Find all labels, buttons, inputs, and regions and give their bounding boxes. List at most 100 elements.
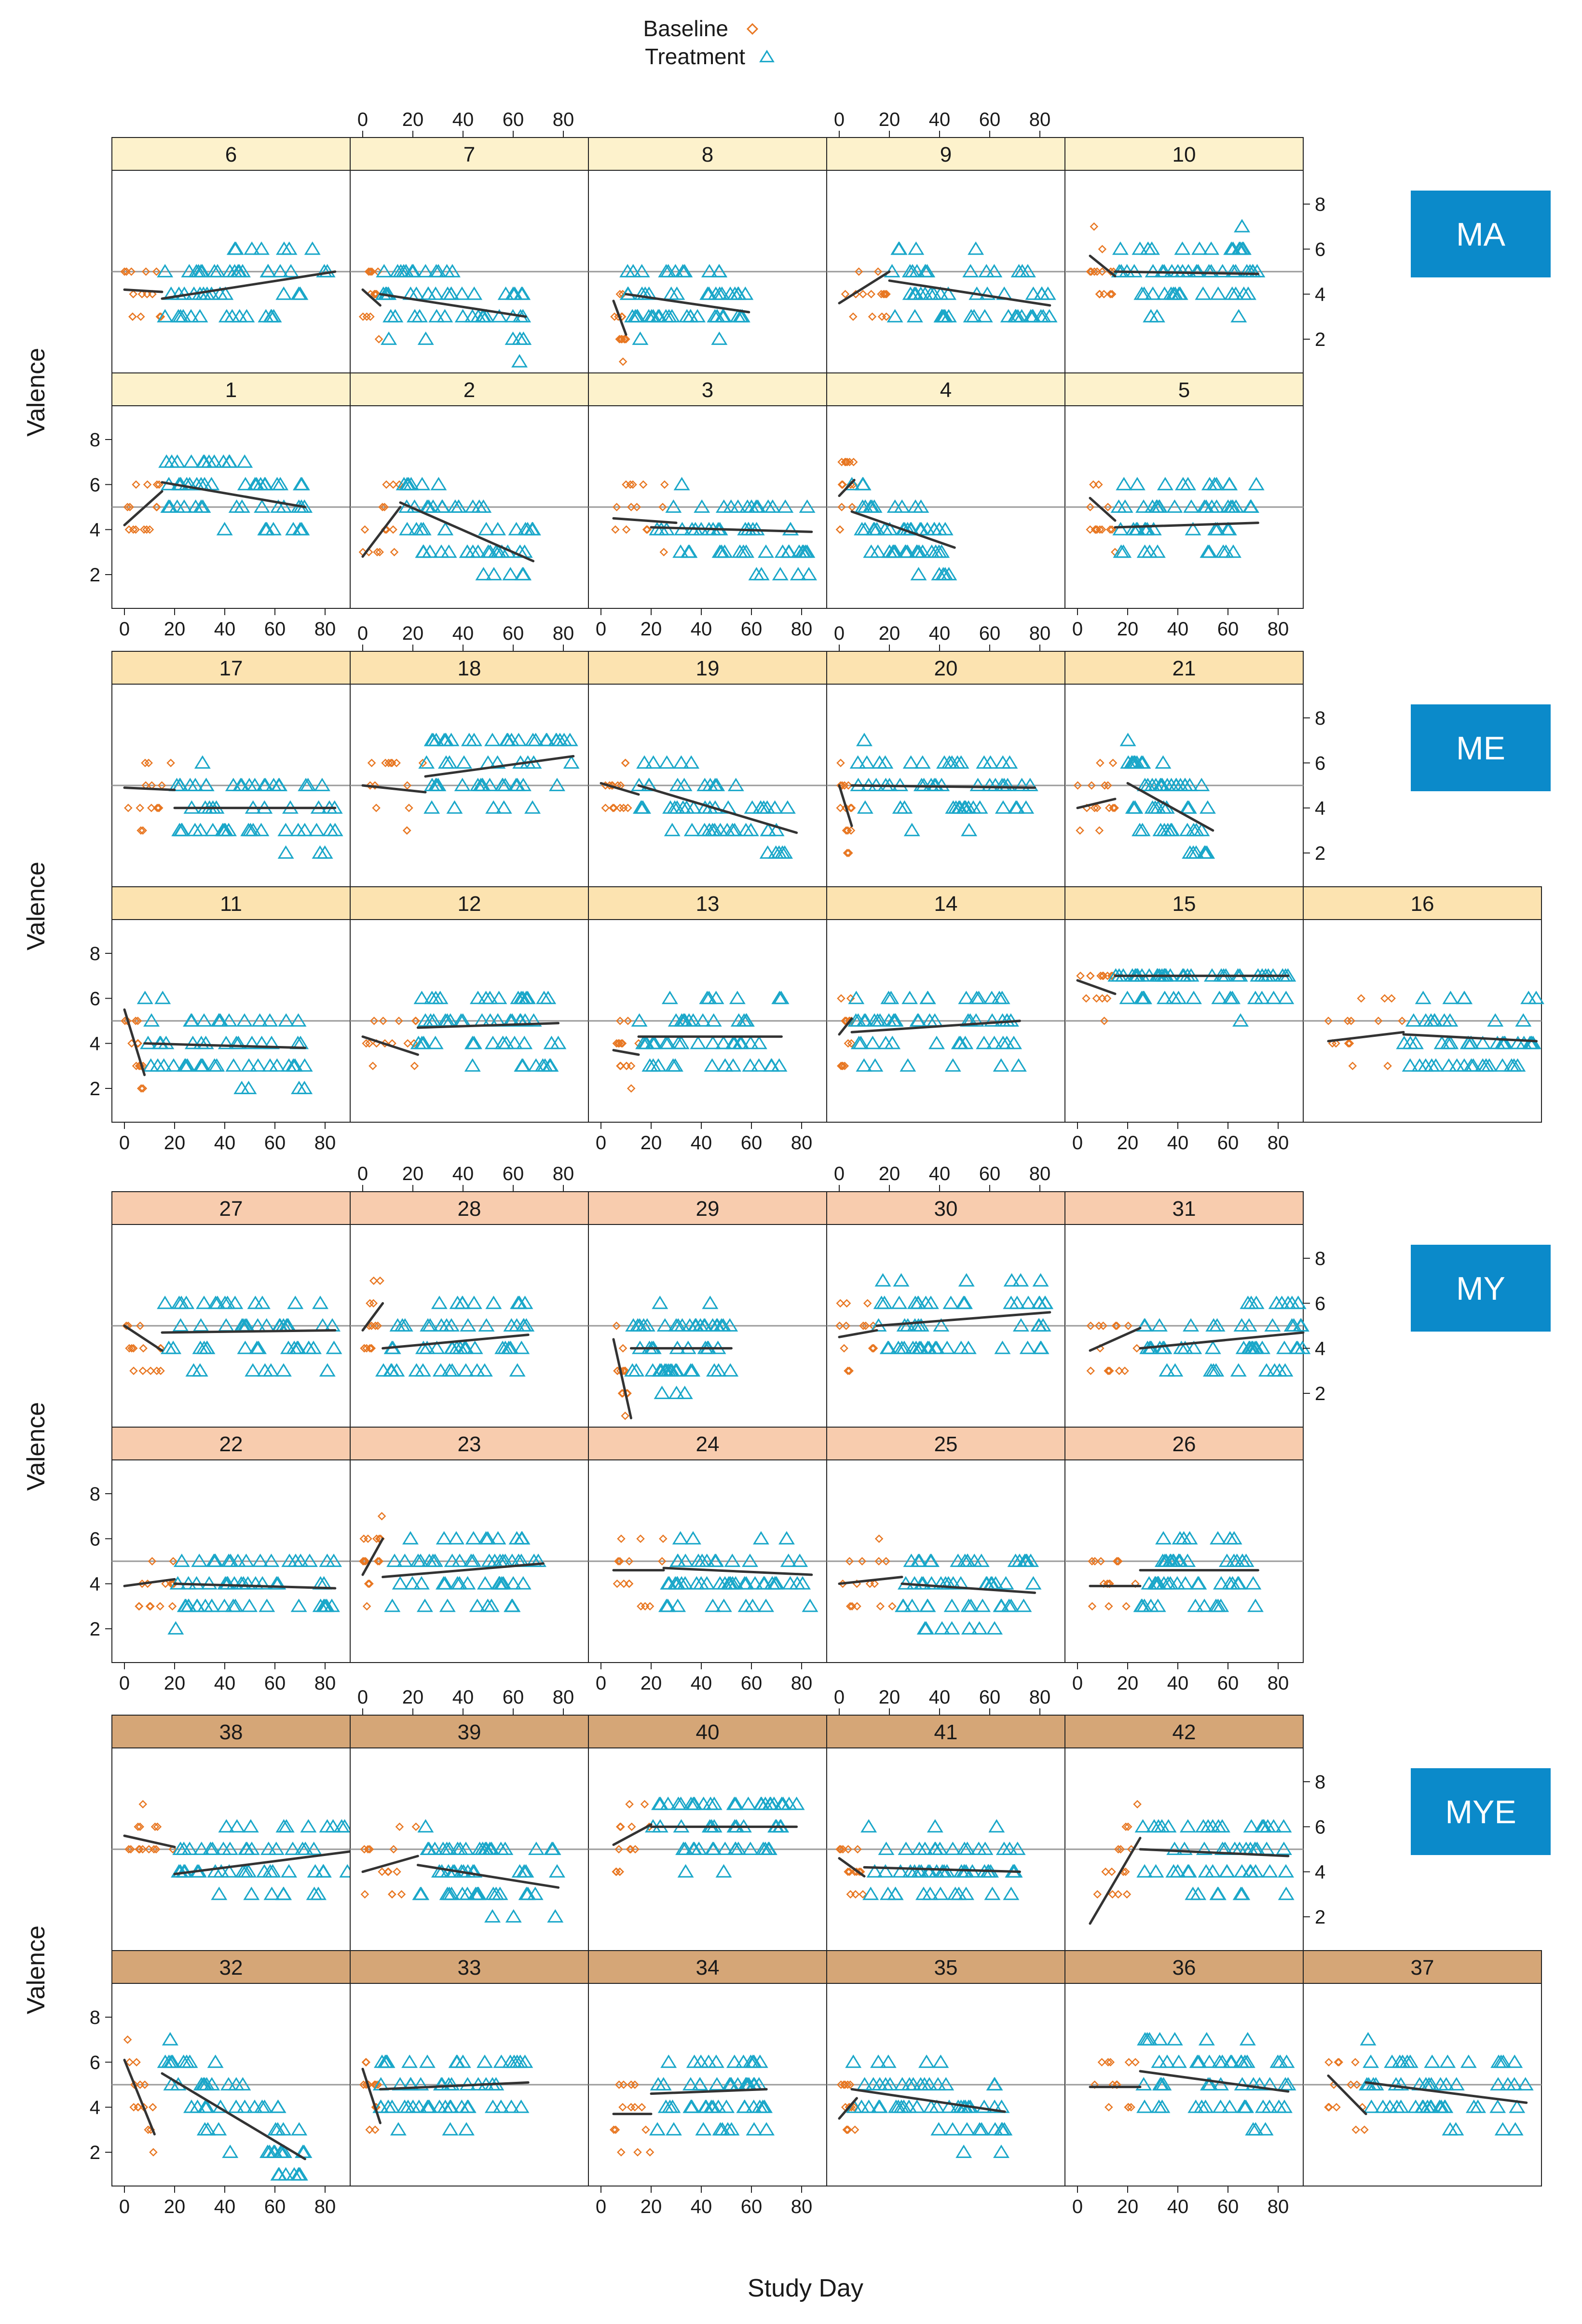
treatment-point: [525, 1013, 542, 1027]
baseline-point: [156, 1602, 164, 1611]
baseline-point: [1332, 2103, 1341, 2112]
group-label-ma: MA: [1456, 216, 1506, 253]
treatment-point: [544, 1842, 560, 1855]
treatment-point: [683, 755, 700, 769]
baseline-point: [139, 525, 149, 534]
treatment-point: [504, 1598, 520, 1612]
treatment-point: [207, 2054, 224, 2068]
treatment-point: [1129, 477, 1146, 491]
treatment-point: [1258, 1363, 1275, 1377]
panel-subject-5: 5: [1064, 372, 1304, 609]
strip-28: [350, 1191, 589, 1225]
treatment-point: [1018, 800, 1035, 814]
baseline-trend-line: [1089, 1837, 1142, 1925]
treatment-point: [414, 1363, 431, 1377]
treatment-point: [902, 755, 919, 769]
treatment-point: [699, 286, 716, 300]
baseline-point: [142, 525, 151, 534]
treatment-point: [935, 309, 952, 323]
baseline-point: [842, 1299, 851, 1308]
baseline-point: [1088, 1602, 1097, 1611]
treatment-point: [437, 732, 454, 746]
baseline-point: [876, 1602, 885, 1611]
treatment-point: [477, 2054, 493, 2068]
treatment-point: [932, 1886, 949, 1900]
strip-label-29: 29: [696, 1197, 720, 1221]
treatment-point: [698, 2099, 715, 2113]
baseline-point: [882, 1557, 890, 1566]
x-tick-label: 80: [791, 1132, 813, 1154]
treatment-point: [669, 778, 686, 791]
treatment-point: [850, 1013, 867, 1027]
y-tick-label: 8: [1315, 708, 1325, 729]
treatment-point: [715, 1864, 732, 1878]
treatment-point: [250, 1058, 266, 1072]
treatment-point: [1213, 2077, 1229, 2090]
treatment-point: [503, 2099, 520, 2113]
treatment-point: [215, 454, 232, 468]
treatment-point: [524, 732, 541, 746]
treatment-point: [1145, 286, 1161, 300]
treatment-point: [172, 1864, 189, 1878]
treatment-point: [778, 1531, 795, 1545]
baseline-point: [364, 267, 373, 276]
treatment-point: [464, 309, 481, 323]
treatment-point: [312, 1295, 328, 1309]
treatment-point: [1515, 1013, 1532, 1027]
baseline-point: [368, 1061, 377, 1071]
treatment-point: [548, 732, 565, 746]
x-tick-label: 20: [164, 2196, 186, 2217]
treatment-point: [418, 755, 435, 769]
baseline-point: [129, 289, 138, 299]
treatment-point: [516, 1864, 532, 1878]
treatment-point: [305, 1842, 322, 1855]
x-tick-label: 0: [834, 109, 845, 130]
baseline-point: [838, 1845, 847, 1854]
baseline-point: [888, 1602, 897, 1611]
treatment-point: [984, 1886, 1001, 1900]
baseline-point: [1105, 1602, 1113, 1611]
treatment-point: [293, 477, 310, 491]
treatment-point: [1257, 2122, 1274, 2136]
treatment-point: [877, 1864, 894, 1878]
treatment-point: [629, 309, 646, 323]
treatment-point: [174, 823, 191, 837]
treatment-point: [993, 2145, 1009, 2158]
strip-label-16: 16: [1411, 892, 1434, 916]
treatment-point: [413, 1576, 430, 1590]
treatment-point: [743, 499, 760, 513]
treatment-point: [1007, 309, 1024, 323]
treatment-point: [971, 1621, 988, 1635]
treatment-point: [431, 1295, 448, 1309]
x-axis-title: Study Day: [748, 2274, 863, 2302]
panel-subject-1: 1: [111, 372, 351, 609]
treatment-point: [941, 2099, 958, 2113]
treatment-point: [987, 778, 1004, 791]
treatment-point: [669, 1598, 686, 1612]
baseline-point: [1094, 1321, 1104, 1330]
treatment-point: [1405, 1013, 1422, 1027]
panel-subject-40: 40: [588, 1715, 827, 1951]
treatment-point: [736, 1576, 753, 1590]
x-tick-label: 40: [929, 1687, 951, 1708]
y-tick-label: 2: [1315, 1907, 1325, 1928]
treatment-trend-line: [399, 501, 535, 563]
baseline-point: [373, 548, 382, 557]
treatment-trend-line: [424, 755, 575, 778]
baseline-point: [147, 803, 156, 812]
treatment-point: [1234, 219, 1251, 233]
treatment-point: [432, 1363, 449, 1377]
treatment-point: [386, 1554, 403, 1567]
treatment-point: [543, 1035, 560, 1049]
baseline-point: [362, 1039, 370, 1048]
baseline-point: [636, 1534, 645, 1543]
treatment-point: [165, 1058, 182, 1072]
y-tick-label: 4: [90, 1574, 100, 1595]
treatment-point: [755, 1576, 772, 1590]
treatment-point: [638, 1035, 655, 1049]
baseline-point: [611, 525, 620, 534]
x-tick-label: 20: [164, 1673, 186, 1694]
baseline-point: [418, 758, 427, 768]
x-tick-label: 60: [1217, 619, 1239, 640]
treatment-point: [699, 990, 716, 1004]
